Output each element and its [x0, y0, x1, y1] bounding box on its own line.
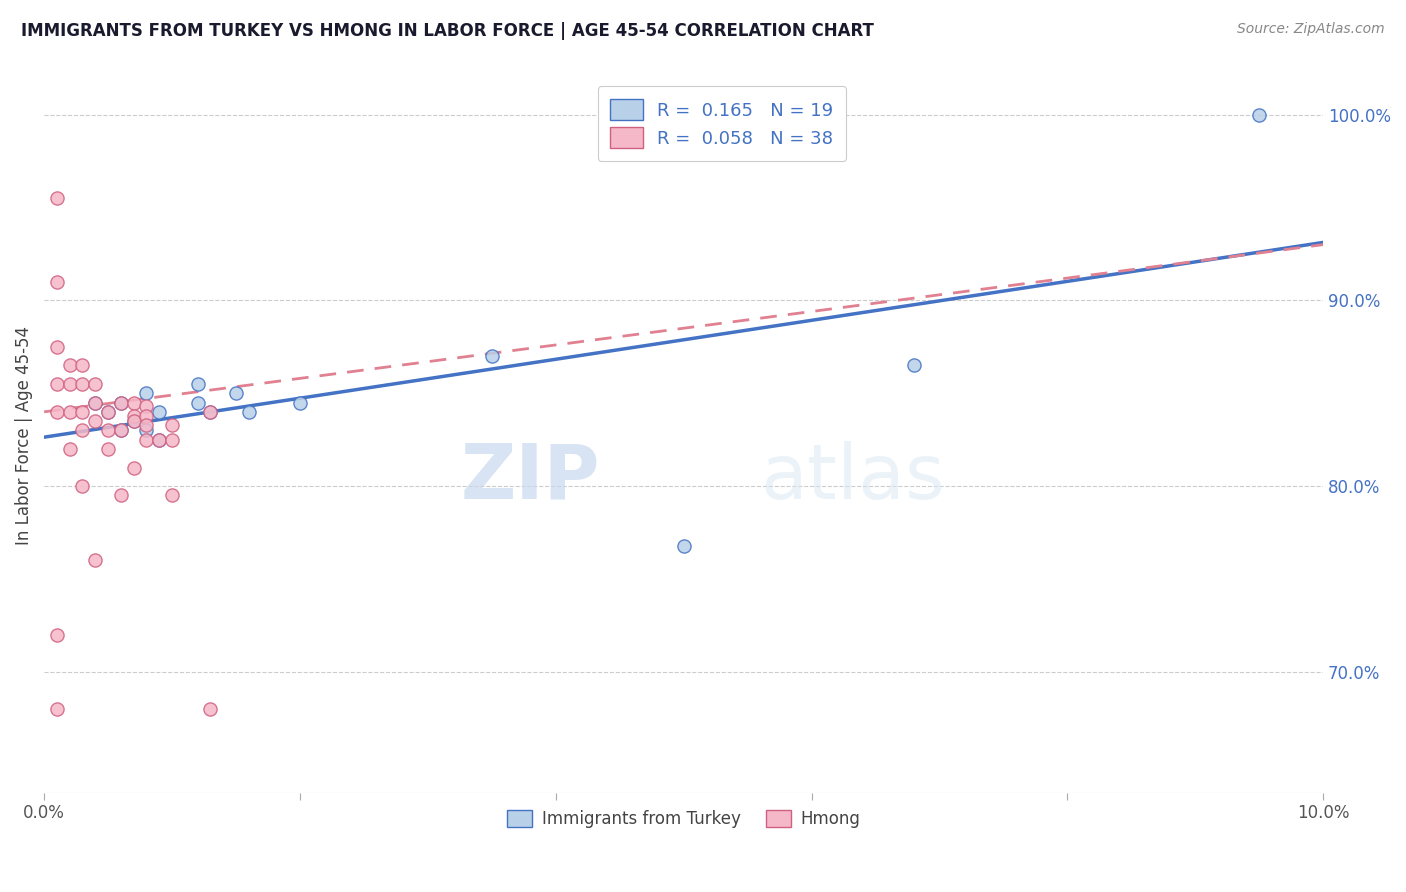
- Point: [72, 376, 94, 391]
- Point: [45, 340, 67, 354]
- Point: [84, 553, 107, 567]
- Point: [110, 488, 132, 502]
- Point: [160, 417, 183, 432]
- Point: [135, 399, 157, 413]
- Point: [122, 414, 145, 428]
- Text: atlas: atlas: [761, 441, 945, 515]
- Point: [187, 376, 209, 391]
- Point: [122, 409, 145, 423]
- Point: [148, 433, 170, 447]
- Point: [84, 376, 107, 391]
- Point: [481, 349, 503, 363]
- Point: [72, 479, 94, 493]
- Point: [135, 424, 157, 438]
- Point: [110, 395, 132, 409]
- Y-axis label: In Labor Force | Age 45-54: In Labor Force | Age 45-54: [15, 326, 32, 544]
- Point: [84, 414, 107, 428]
- Point: [97, 405, 120, 419]
- Point: [84, 395, 107, 409]
- Point: [84, 395, 107, 409]
- Point: [238, 405, 260, 419]
- Point: [135, 409, 157, 423]
- Legend: Immigrants from Turkey, Hmong: Immigrants from Turkey, Hmong: [501, 803, 868, 834]
- Point: [200, 405, 222, 419]
- Point: [225, 386, 247, 401]
- Point: [59, 376, 82, 391]
- Point: [110, 424, 132, 438]
- Point: [903, 359, 925, 373]
- Point: [288, 395, 311, 409]
- Point: [97, 424, 120, 438]
- Point: [72, 405, 94, 419]
- Point: [45, 376, 67, 391]
- Text: IMMIGRANTS FROM TURKEY VS HMONG IN LABOR FORCE | AGE 45-54 CORRELATION CHART: IMMIGRANTS FROM TURKEY VS HMONG IN LABOR…: [21, 22, 875, 40]
- Point: [97, 442, 120, 456]
- Point: [59, 442, 82, 456]
- Point: [672, 539, 695, 553]
- Point: [148, 405, 170, 419]
- Point: [45, 191, 67, 205]
- Point: [97, 405, 120, 419]
- Point: [72, 359, 94, 373]
- Point: [135, 433, 157, 447]
- Point: [45, 628, 67, 642]
- Point: [45, 405, 67, 419]
- Point: [122, 414, 145, 428]
- Point: [160, 433, 183, 447]
- Point: [72, 424, 94, 438]
- Point: [110, 395, 132, 409]
- Point: [148, 433, 170, 447]
- Point: [160, 488, 183, 502]
- Point: [1249, 107, 1271, 121]
- Point: [200, 405, 222, 419]
- Point: [200, 702, 222, 716]
- Point: [59, 359, 82, 373]
- Point: [135, 386, 157, 401]
- Point: [45, 275, 67, 289]
- Point: [122, 460, 145, 475]
- Text: ZIP: ZIP: [461, 441, 600, 515]
- Point: [135, 417, 157, 432]
- Point: [110, 424, 132, 438]
- Point: [122, 395, 145, 409]
- Point: [59, 405, 82, 419]
- Point: [187, 395, 209, 409]
- Point: [45, 702, 67, 716]
- Text: Source: ZipAtlas.com: Source: ZipAtlas.com: [1237, 22, 1385, 37]
